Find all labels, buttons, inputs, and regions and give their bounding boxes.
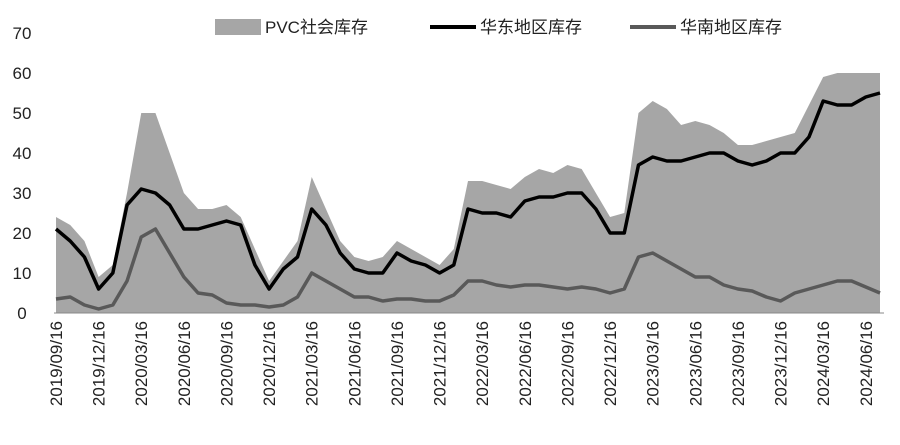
y-tick-label: 20 <box>13 224 32 243</box>
x-tick-label: 2021/03/16 <box>303 321 322 406</box>
x-tick-label: 2023/09/16 <box>729 321 748 406</box>
x-tick-label: 2020/03/16 <box>132 321 151 406</box>
legend-label: 华南地区库存 <box>680 18 782 37</box>
y-tick-label: 30 <box>13 184 32 203</box>
x-tick-label: 2023/03/16 <box>644 321 663 406</box>
y-tick-label: 40 <box>13 144 32 163</box>
x-tick-label: 2022/06/16 <box>516 321 535 406</box>
area <box>56 73 880 313</box>
y-tick-label: 70 <box>13 24 32 43</box>
y-tick-label: 10 <box>13 264 32 283</box>
x-tick-label: 2022/03/16 <box>473 321 492 406</box>
x-tick-label: 2020/06/16 <box>175 321 194 406</box>
x-tick-label: 2021/09/16 <box>388 321 407 406</box>
y-tick-label: 50 <box>13 104 32 123</box>
x-tick-label: 2019/12/16 <box>90 321 109 406</box>
line <box>54 91 881 291</box>
legend-swatch <box>215 19 261 35</box>
legend-label: PVC社会库存 <box>265 18 368 37</box>
x-tick-label: 2021/12/16 <box>431 321 450 406</box>
line <box>55 227 881 311</box>
y-tick-label: 60 <box>13 64 32 83</box>
x-tick-label: 2021/06/16 <box>345 321 364 406</box>
x-tick-label: 2022/12/16 <box>601 321 620 406</box>
x-tick-label: 2024/06/16 <box>857 321 876 406</box>
y-tick-label: 0 <box>17 304 26 323</box>
x-tick-label: 2020/12/16 <box>260 321 279 406</box>
x-tick-label: 2023/06/16 <box>686 321 705 406</box>
x-tick-label: 2019/09/16 <box>47 321 66 406</box>
legend-label: 华东地区库存 <box>480 18 582 37</box>
x-tick-label: 2023/12/16 <box>772 321 791 406</box>
x-tick-label: 2024/03/16 <box>814 321 833 406</box>
x-tick-label: 2022/09/16 <box>558 321 577 406</box>
x-tick-label: 2020/09/16 <box>217 321 236 406</box>
